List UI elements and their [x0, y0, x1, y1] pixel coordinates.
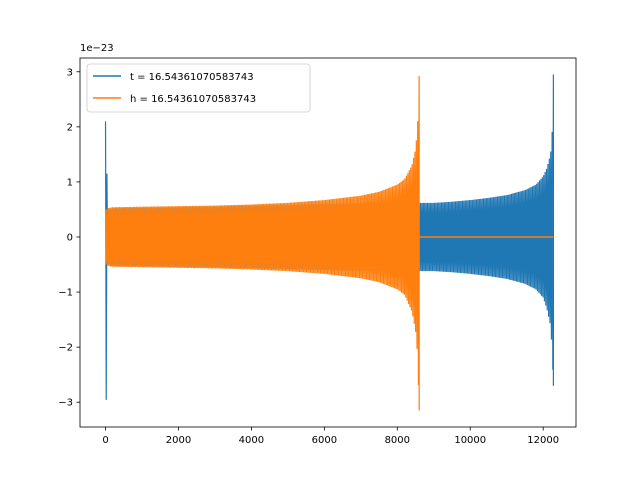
x-axis: 0 2000 4000 6000 8000 10000 12000 [102, 427, 559, 446]
y-tick-label: −3 [58, 398, 73, 409]
y-tick-label: −2 [58, 343, 73, 354]
y-tick-label: 3 [67, 67, 73, 78]
plot-frame [79, 57, 577, 428]
series-line-1 [104, 76, 420, 411]
y-tick-label: 2 [67, 122, 73, 133]
x-tick-label: 2000 [166, 435, 191, 446]
y-tick-label: 1 [67, 177, 73, 188]
legend: t = 16.54361070583743 h = 16.54361070583… [86, 63, 311, 113]
y-offset-label: 1e−23 [80, 43, 114, 54]
x-tick-label: 8000 [385, 435, 410, 446]
x-tick-label: 12000 [527, 435, 559, 446]
y-axis: −3 −2 −1 0 1 2 3 [58, 67, 80, 409]
legend-frame [86, 63, 311, 113]
x-tick-label: 10000 [454, 435, 486, 446]
x-tick-label: 0 [102, 435, 108, 446]
y-tick-label: 0 [67, 232, 73, 243]
x-tick-label: 6000 [312, 435, 337, 446]
legend-label-h: h = 16.54361070583743 [130, 94, 256, 105]
series-layer [104, 74, 554, 411]
legend-label-t: t = 16.54361070583743 [130, 72, 254, 83]
x-tick-label: 4000 [239, 435, 264, 446]
y-tick-label: −1 [58, 288, 73, 299]
